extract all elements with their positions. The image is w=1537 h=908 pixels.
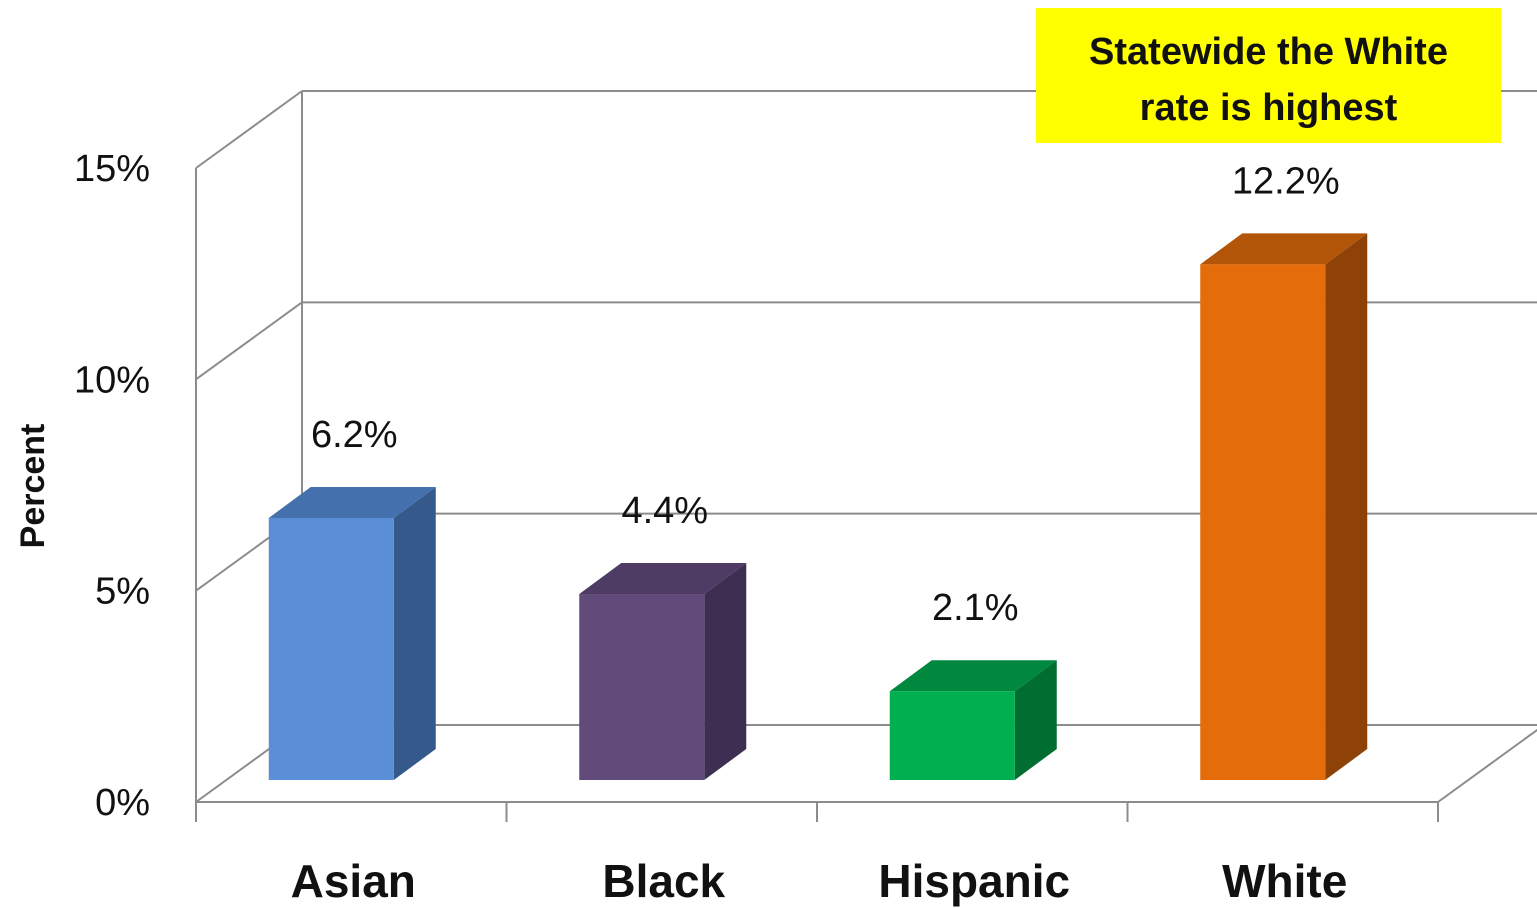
bar-top <box>1200 233 1368 265</box>
bar-asian <box>268 486 436 780</box>
annotation-line-2: rate is highest <box>1139 87 1398 129</box>
bar-top <box>889 660 1057 692</box>
bar-side <box>704 563 747 780</box>
bar-front <box>579 594 705 780</box>
bar-top <box>268 486 436 518</box>
labels-layer: 0% 5% 10% 15% 6.2% Asian 4.4% Black 2.1% Hispanic… <box>74 148 1347 907</box>
bar-front <box>268 517 394 780</box>
gridline-diagonal <box>195 301 303 381</box>
bar-side <box>393 486 436 780</box>
category-label: Asian <box>291 855 416 907</box>
category-label: Black <box>602 855 725 907</box>
data-label: 2.1% <box>932 587 1019 629</box>
bar-black <box>579 563 747 780</box>
bar-front <box>889 691 1015 780</box>
bar-top <box>579 563 747 595</box>
y-tick-label: 10% <box>74 359 150 401</box>
bars-layer <box>268 233 1368 780</box>
y-tick-label: 15% <box>74 148 150 190</box>
category-label: White <box>1222 855 1347 907</box>
y-tick-label: 0% <box>95 782 150 824</box>
data-label: 6.2% <box>311 414 398 456</box>
gridline-diagonal <box>195 90 303 169</box>
annotation-callout: Statewide the White rate is highest <box>1036 8 1501 143</box>
y-axis-title: Percent <box>14 424 52 549</box>
bar-hispanic <box>889 660 1057 780</box>
bar-side <box>1014 660 1057 780</box>
bar-white <box>1200 233 1368 780</box>
floor-right-edge <box>1437 728 1537 803</box>
y-tick-label: 5% <box>95 571 150 613</box>
data-label: 4.4% <box>621 490 708 532</box>
category-label: Hispanic <box>878 855 1070 907</box>
annotation-line-1: Statewide the White <box>1089 31 1448 73</box>
bar-side <box>1325 233 1368 780</box>
bar-front <box>1200 264 1326 780</box>
data-label: 12.2% <box>1232 160 1340 202</box>
